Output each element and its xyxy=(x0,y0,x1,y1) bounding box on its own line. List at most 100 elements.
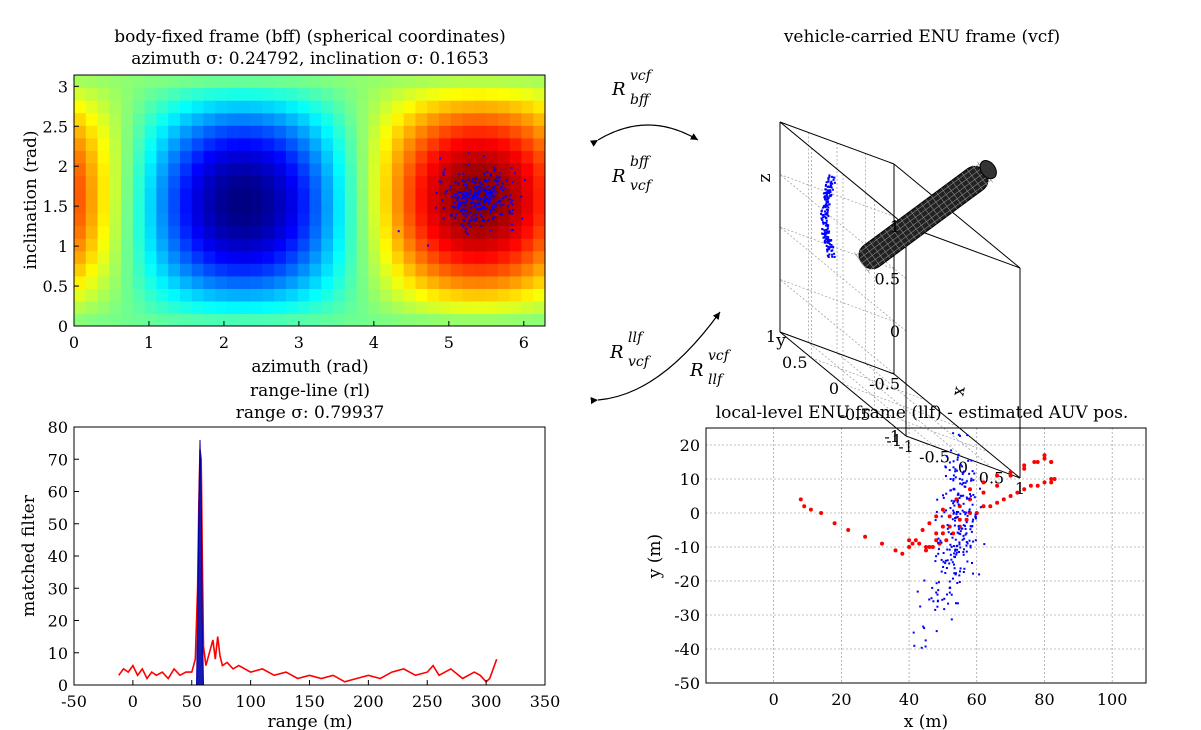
heatmap-cell xyxy=(85,125,99,139)
heatmap-cell xyxy=(368,137,381,151)
localenu-y-tick-label: 0 xyxy=(690,504,700,523)
rangeline-x-tick-label: -50 xyxy=(61,692,87,711)
heatmap-point xyxy=(476,198,479,201)
auv-estimate-point xyxy=(950,545,953,548)
heatmap-cell xyxy=(321,175,334,189)
auv-estimate-point xyxy=(955,572,957,575)
heatmap-cell xyxy=(403,175,417,189)
heatmap-cell xyxy=(132,87,146,101)
heatmap-cell xyxy=(509,288,523,302)
enu3d-point xyxy=(822,206,825,209)
spherical-title: body-fixed frame (bff) (spherical coordi… xyxy=(114,27,505,47)
heatmap-cell xyxy=(462,75,475,89)
heatmap-cell xyxy=(250,263,264,277)
auv-estimate-point xyxy=(952,478,955,480)
heatmap-point xyxy=(500,213,503,216)
heatmap-cell xyxy=(262,137,275,151)
heatmap-point xyxy=(474,177,477,180)
heatmap-cell xyxy=(203,250,216,264)
auv-estimate-point xyxy=(962,502,965,505)
heatmap-point xyxy=(427,244,430,247)
heatmap-cell xyxy=(344,225,358,239)
heatmap-cell xyxy=(380,87,393,101)
auv-track-point xyxy=(900,551,905,556)
heatmap-cell xyxy=(533,263,545,277)
vehicle-body-mesh xyxy=(864,175,989,268)
auv-estimate-point xyxy=(969,544,972,547)
heatmap-cell xyxy=(497,87,511,101)
heatmap-cell xyxy=(191,225,205,239)
auv-estimate-point xyxy=(957,532,960,535)
heatmap-cell xyxy=(450,288,464,302)
heatmap-cell xyxy=(179,288,193,302)
auv-track-point xyxy=(808,507,813,512)
heatmap-cell xyxy=(427,87,440,101)
heatmap-cell xyxy=(403,288,417,302)
heatmap-cell xyxy=(474,313,487,326)
heatmap-cell xyxy=(415,125,428,139)
heatmap-cell xyxy=(262,100,275,114)
heatmap-cell xyxy=(97,313,110,326)
rot2-sub: vcf xyxy=(630,178,654,194)
heatmap-cell xyxy=(403,275,417,289)
heatmap-cell xyxy=(274,187,287,202)
enu3d-point xyxy=(826,191,829,194)
heatmap-cell xyxy=(321,150,334,164)
heatmap-point xyxy=(469,225,472,228)
auv-estimate-point xyxy=(948,562,951,565)
heatmap-point xyxy=(505,179,508,182)
grid-line xyxy=(842,383,958,427)
heatmap-cell xyxy=(274,275,287,289)
enu3d-point xyxy=(828,175,831,178)
heatmap-cell xyxy=(215,112,228,126)
auv-estimate-point xyxy=(944,562,947,565)
heatmap-point xyxy=(466,232,469,235)
heatmap-point xyxy=(456,199,459,202)
heatmap-cell xyxy=(439,125,452,139)
heatmap-cell xyxy=(144,288,158,302)
enu3d-point xyxy=(823,236,825,239)
heatmap-cell xyxy=(274,150,287,164)
heatmap-cell xyxy=(97,288,110,302)
heatmap-cell xyxy=(439,238,452,252)
heatmap-cell xyxy=(497,213,511,227)
auv-estimate-point xyxy=(935,510,938,513)
heatmap-cell xyxy=(309,175,322,189)
heatmap-cell xyxy=(132,75,146,89)
heatmap-cell xyxy=(309,137,322,151)
auv-estimate-point xyxy=(963,548,965,551)
heatmap-point xyxy=(489,209,492,212)
enu3d-box xyxy=(779,121,1021,479)
vehicle-body-nose xyxy=(979,160,997,180)
heatmap-point xyxy=(499,188,501,190)
heatmap-cell xyxy=(368,150,381,164)
enu3d-point xyxy=(823,221,826,224)
vehicle-body-mesh xyxy=(858,167,983,260)
auv-estimate-point xyxy=(957,453,960,456)
enu3d-point xyxy=(826,213,829,216)
heatmap-cell xyxy=(380,137,393,151)
auv-estimate-point xyxy=(979,487,981,490)
heatmap-cell xyxy=(262,250,275,264)
heatmap-cells xyxy=(74,75,545,326)
auv-estimate-point xyxy=(935,630,938,633)
heatmap-point xyxy=(521,217,524,220)
heatmap-point xyxy=(499,172,502,175)
box-edge xyxy=(779,331,907,437)
heatmap-scatter-points xyxy=(397,152,526,247)
auv-track-point xyxy=(1015,490,1020,495)
heatmap-cell xyxy=(250,313,264,326)
heatmap-cell xyxy=(144,100,158,114)
heatmap-cell xyxy=(74,313,87,326)
heatmap-cell xyxy=(238,112,252,126)
heatmap-cell xyxy=(297,112,311,126)
auv-track-point xyxy=(924,545,928,549)
heatmap-point xyxy=(495,204,498,207)
heatmap-cell xyxy=(391,87,405,101)
heatmap-cell xyxy=(521,112,534,126)
heatmap-cell xyxy=(356,100,369,114)
auv-estimate-point xyxy=(963,485,966,488)
enu3d-point xyxy=(824,184,827,187)
enu3d-point xyxy=(823,210,826,213)
heatmap-cell xyxy=(132,125,146,139)
